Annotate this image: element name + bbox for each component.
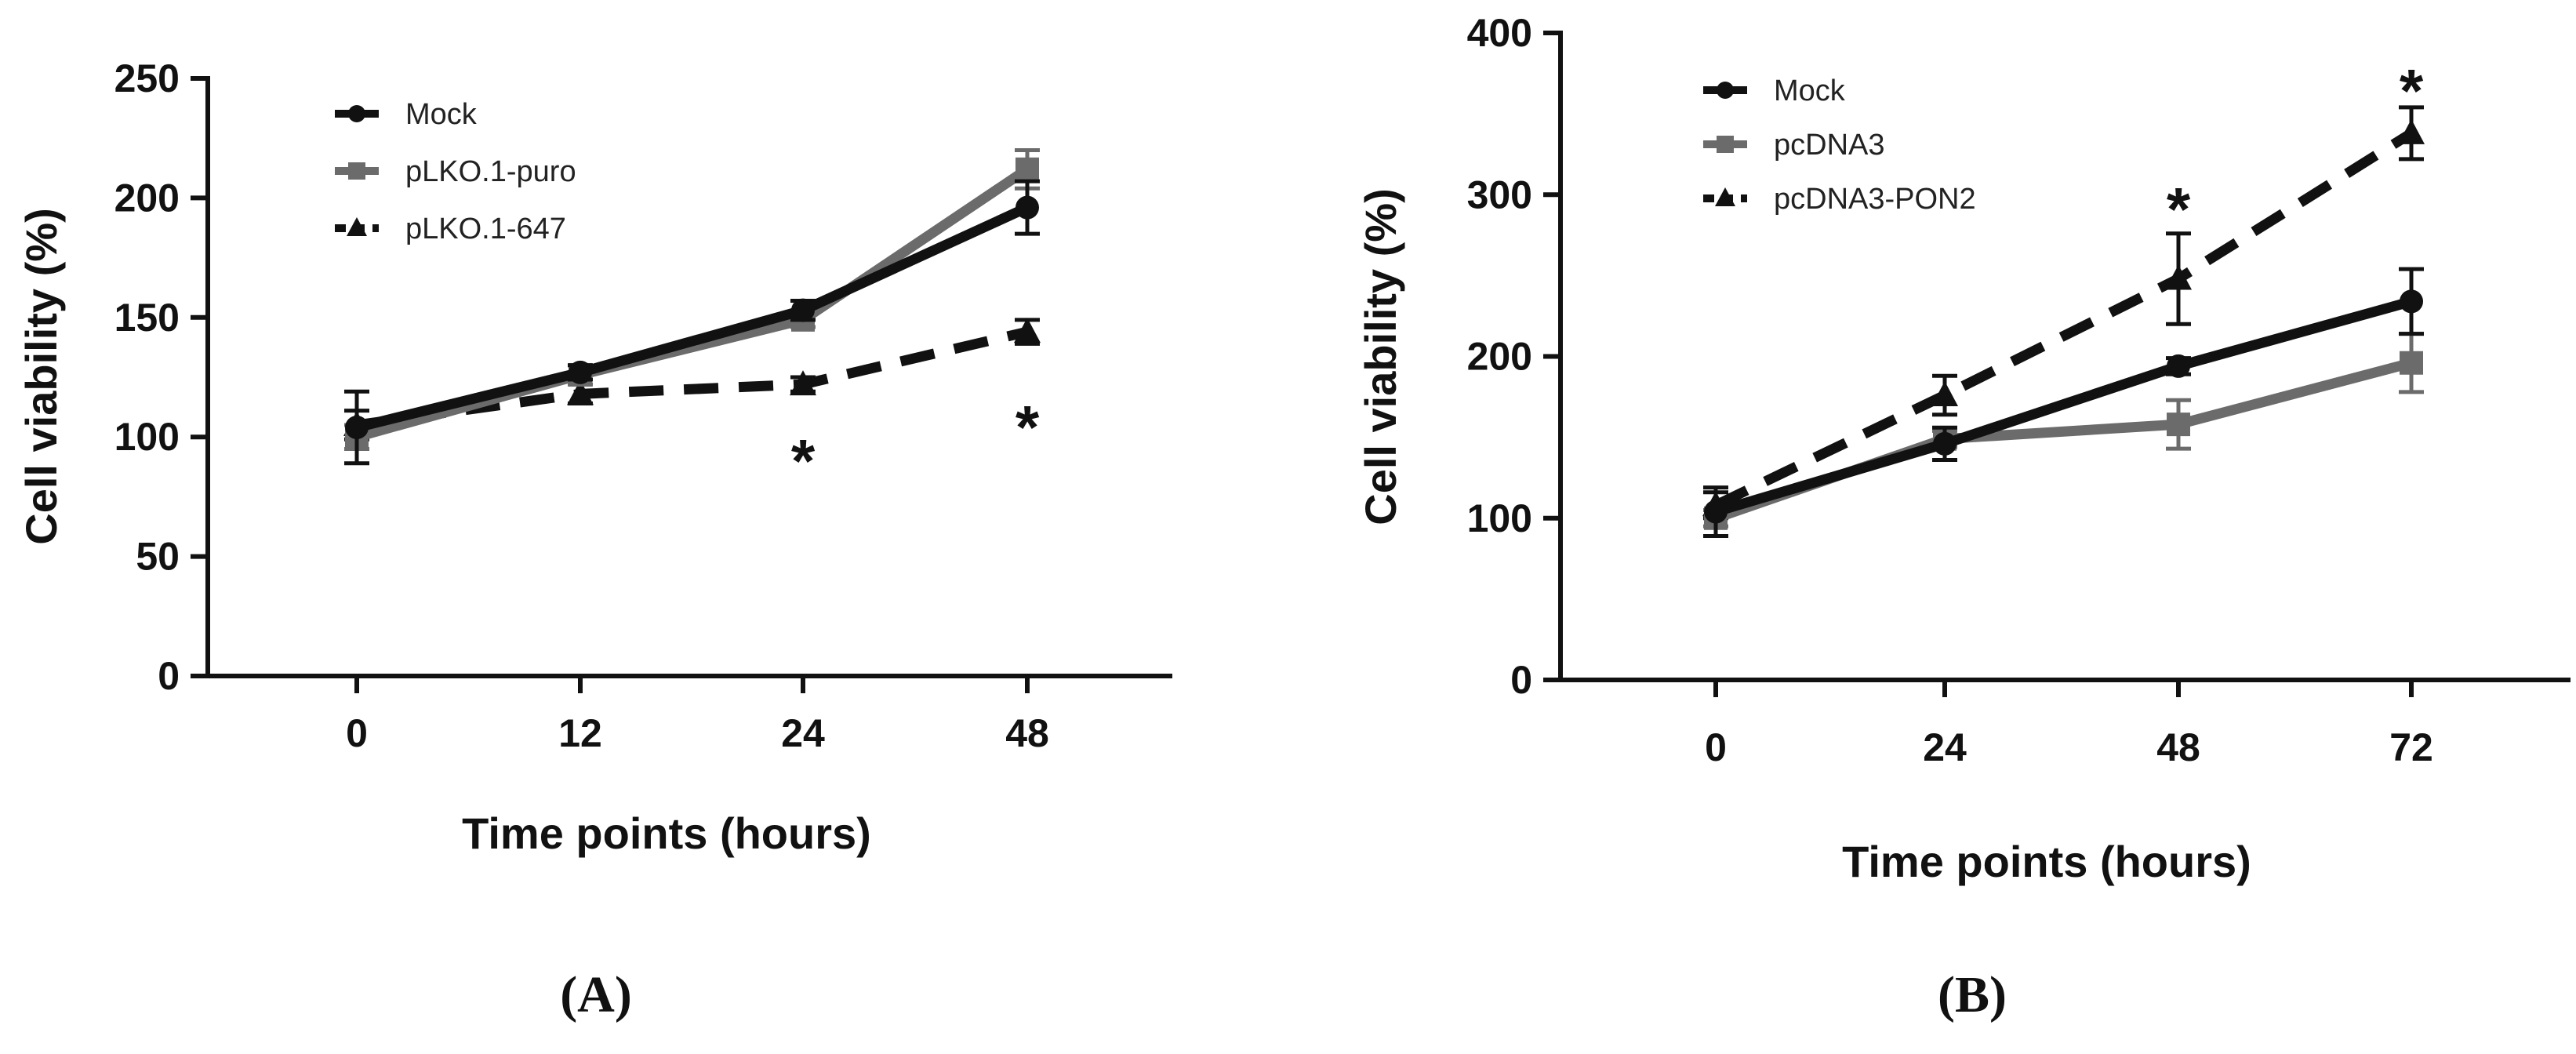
panel-a-data-point bbox=[569, 360, 592, 384]
panel-b-x-tick-label: 0 bbox=[1705, 725, 1727, 769]
panel-b-x-tick-label: 72 bbox=[2389, 725, 2433, 769]
panel-a-legend-item: Mock bbox=[335, 98, 478, 131]
panel-b-data-point bbox=[1933, 431, 1957, 456]
panel-b-label: (B) bbox=[1938, 966, 2007, 1023]
panel-b-x-tick-label: 24 bbox=[1923, 725, 1967, 769]
panel-b-data-point bbox=[2167, 413, 2190, 437]
panel-b-significance-star: * bbox=[2167, 174, 2191, 243]
panel-a-y-tick-label: 200 bbox=[114, 176, 180, 220]
panel-a-data-point bbox=[790, 370, 816, 396]
panel-b-data-point bbox=[1931, 381, 1958, 406]
panel-b-legend-marker bbox=[1717, 82, 1734, 99]
panel-a-x-tick-label: 0 bbox=[346, 711, 368, 755]
panel-a-y-tick-label: 250 bbox=[114, 56, 180, 100]
panel-a-legend-marker bbox=[348, 162, 365, 180]
panel-a-data-point bbox=[345, 416, 369, 440]
panel-b-legend-marker bbox=[1715, 187, 1735, 206]
panel-a-y-tick-label: 150 bbox=[114, 296, 180, 340]
panel-a-data-point bbox=[1016, 195, 1039, 220]
panel-b-data-point bbox=[2167, 354, 2190, 378]
panel-b-series-line bbox=[1714, 296, 2413, 517]
panel-a-data-point bbox=[791, 298, 815, 322]
panel-b-significance-star: * bbox=[2400, 56, 2424, 125]
panel-a-significance-star: * bbox=[791, 426, 816, 495]
panel-a-data-point bbox=[567, 380, 594, 405]
panel-b-data-point bbox=[1704, 500, 1728, 524]
panel-b-y-tick-label: 300 bbox=[1467, 173, 1532, 216]
panel-a-label: (A) bbox=[560, 966, 632, 1023]
panel-a-legend-label: pLKO.1-647 bbox=[405, 213, 566, 245]
panel-b-legend-marker bbox=[1717, 136, 1734, 153]
panel-b-legend-item: pcDNA3-PON2 bbox=[1703, 183, 1976, 216]
panel-a-legend-item: pLKO.1-647 bbox=[335, 213, 566, 245]
panel-a-series-mock bbox=[344, 179, 1040, 466]
panel-a-y-axis-title: Cell viability (%) bbox=[16, 208, 66, 544]
panel-b-legend-label: pcDNA3 bbox=[1774, 129, 1885, 162]
panel-b-legend-item: pcDNA3 bbox=[1703, 129, 1885, 162]
panel-a-x-axis-title: Time points (hours) bbox=[462, 809, 871, 858]
panel-a-series-line bbox=[355, 165, 1030, 442]
panel-b-series-pcdna3-pon2 bbox=[1702, 105, 2425, 521]
panel-b-data-point bbox=[2398, 118, 2425, 144]
panel-a-chart: 0 50 100 150 200 250 0 12 24 48 Time points (hours… bbox=[16, 56, 1172, 1023]
panel-b-legend-item: Mock bbox=[1703, 75, 1846, 107]
panel-a-legend-marker bbox=[347, 217, 367, 236]
panel-b-data-point bbox=[2165, 264, 2192, 290]
panel-b-y-tick-label: 100 bbox=[1467, 496, 1532, 540]
panel-a-x-tick-label: 12 bbox=[558, 711, 602, 755]
panel-b-series-pcdna3 bbox=[1703, 332, 2424, 530]
panel-a-legend-item: pLKO.1-puro bbox=[335, 155, 576, 188]
panel-a-x-tick-label: 24 bbox=[781, 711, 825, 755]
panel-a-legend-marker bbox=[348, 105, 365, 122]
panel-a-series-line bbox=[355, 202, 1030, 433]
panel-b-chart: 0 100 200 300 400 0 24 48 72 Time points (hours) C… bbox=[1356, 11, 2571, 1023]
panel-b-y-tick-label: 400 bbox=[1467, 11, 1532, 55]
panel-b-y-tick-label: 0 bbox=[1510, 658, 1532, 702]
panel-b-x-axis-title: Time points (hours) bbox=[1842, 837, 2251, 886]
panel-b-legend-label: Mock bbox=[1774, 75, 1846, 107]
panel-a-y-tick-label: 50 bbox=[136, 535, 180, 579]
panel-b-series-line bbox=[1713, 358, 2413, 523]
panel-a-y-tick-label: 0 bbox=[158, 654, 180, 698]
panel-a-data-point bbox=[1016, 157, 1039, 181]
panel-a-legend-label: Mock bbox=[405, 98, 478, 131]
panel-b-data-point bbox=[2400, 289, 2423, 314]
panel-a-legend-label: pLKO.1-puro bbox=[405, 155, 576, 188]
panel-a-y-tick-label: 100 bbox=[114, 415, 180, 459]
panel-a-x-tick-label: 48 bbox=[1005, 711, 1049, 755]
panel-a-series-plko-1-647 bbox=[343, 318, 1041, 442]
panel-a-significance-star: * bbox=[1016, 393, 1040, 462]
panel-b-legend-label: pcDNA3-PON2 bbox=[1774, 183, 1976, 216]
panel-a-data-point bbox=[1014, 318, 1041, 343]
panel-b-y-tick-label: 200 bbox=[1467, 335, 1532, 379]
panel-b-data-point bbox=[2400, 351, 2423, 375]
panel-b-y-axis-title: Cell viability (%) bbox=[1356, 188, 1405, 525]
panel-b-series-line bbox=[1713, 129, 2414, 511]
panel-b-x-tick-label: 48 bbox=[2156, 725, 2200, 769]
panel-b-series-mock bbox=[1703, 267, 2424, 538]
